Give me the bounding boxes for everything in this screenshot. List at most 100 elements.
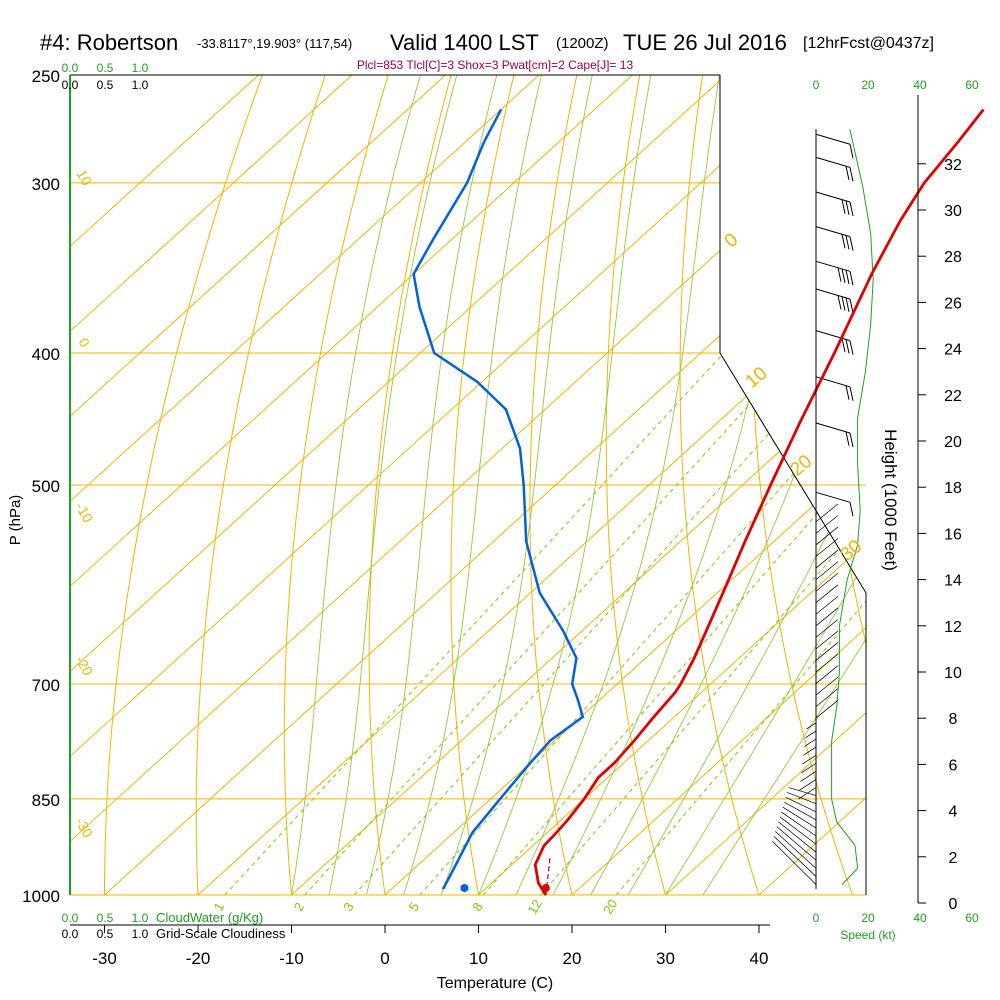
- wind-barb-flag-2-2: [841, 199, 846, 214]
- wind-barb-staff-0: [815, 133, 851, 145]
- skew-isotherm-label-2: 20: [787, 451, 817, 481]
- dewpoint-line: [412, 108, 585, 890]
- wind-fan-2.90: [781, 811, 817, 837]
- height-label-0: 0: [949, 896, 958, 913]
- speed-top-0: 0: [813, 78, 820, 92]
- left-isotherm-label-2: -10: [72, 500, 96, 526]
- wind-barb-flag-5-3: [837, 295, 842, 310]
- height-label-32: 32: [944, 157, 962, 174]
- mixing-ratio-label-20: 20: [600, 897, 620, 917]
- mixing-ratio-8: [482, 352, 866, 895]
- dry-adiabat--10: [283, 75, 396, 895]
- left-isotherm-label-3: -20: [72, 653, 96, 679]
- wind-mid-13.5: [815, 572, 839, 592]
- skew-isotherm-label-1: 10: [742, 363, 772, 393]
- wind-barb-flag-9-0: [849, 502, 854, 517]
- temp-label-30: 30: [656, 949, 675, 968]
- moist-adiabat-14: [515, 75, 720, 895]
- wind-barb-6: [815, 330, 854, 355]
- cloudiness-top-2: 1.0: [132, 78, 149, 92]
- moist-adiabat--2: [365, 75, 498, 895]
- speed-bottom-0: 0: [813, 911, 820, 925]
- wind-barb-staff-4: [815, 260, 851, 272]
- wind-barb-flag-3-2: [841, 234, 846, 249]
- wind-barb-8: [815, 422, 854, 448]
- wind-fan-2.55: [779, 816, 817, 845]
- profile-layer: [412, 108, 985, 896]
- wind-fan-1.50: [775, 831, 817, 869]
- mixing-ratio-2: [304, 352, 797, 895]
- wind-barb-flag-4-0: [849, 271, 854, 286]
- pressure-label-300: 300: [32, 175, 60, 194]
- isotherm--50: [70, 75, 866, 895]
- speed-top-20: 20: [861, 78, 875, 92]
- height-label-16: 16: [944, 526, 962, 543]
- pressure-label-400: 400: [32, 345, 60, 364]
- cloudwater-bottom-1: 0.5: [97, 911, 114, 925]
- y-axis-label: P (hPa): [7, 495, 24, 546]
- pressure-label-250: 250: [32, 67, 60, 86]
- wind-fan-7.80: [806, 722, 817, 730]
- height-label-24: 24: [944, 342, 962, 359]
- speed-top-40: 40: [913, 78, 927, 92]
- mixing-ratio-20: [615, 352, 866, 895]
- moist-adiabat--6: [328, 75, 458, 895]
- height-label-20: 20: [944, 434, 962, 451]
- wind-fan-4.65: [788, 787, 817, 796]
- surface-dewpoint-dot: [460, 884, 469, 892]
- wind-barb-flag-3-1: [845, 235, 850, 250]
- height-label-28: 28: [944, 249, 962, 266]
- cloudwater-top-1: 0.5: [97, 61, 114, 75]
- cloudiness-bottom-0: 0.0: [62, 927, 79, 941]
- mixing-ratio-5: [419, 352, 866, 895]
- isotherm--10: [291, 75, 866, 895]
- wind-barb-0: [815, 133, 854, 159]
- height-label-12: 12: [944, 619, 962, 636]
- speed-top-60: 60: [965, 78, 979, 92]
- temp-label-0: 0: [380, 949, 389, 968]
- skew-isotherm-label-3: 30: [837, 536, 867, 566]
- speed-bottom-20: 20: [861, 911, 875, 925]
- isotherm-20: [571, 75, 866, 895]
- moist-adiabat-6: [440, 75, 593, 895]
- mixing-ratio-label-2: 2: [291, 900, 308, 914]
- speed-axis-label: Speed (kt): [840, 928, 895, 942]
- dry-adiabat-0: [368, 75, 459, 895]
- wind-fan-1.15: [773, 836, 817, 877]
- cloudiness-label: Grid-Scale Cloudiness: [156, 926, 286, 941]
- wind-barb-staff-2: [815, 191, 851, 203]
- wind-mid-11.5: [815, 619, 839, 638]
- moist-adiabat-2: [403, 75, 542, 895]
- wind-mid-10.5: [815, 642, 839, 661]
- isotherm-0: [384, 75, 866, 895]
- wind-fan-5.35: [799, 779, 817, 791]
- wind-mid-9.0: [815, 676, 839, 696]
- height-label-18: 18: [944, 480, 962, 497]
- title-forecast: [12hrFcst@0437z]: [803, 35, 934, 52]
- wind-fan-5.70: [800, 771, 817, 782]
- wind-barb-flag-7-1: [845, 385, 850, 400]
- moist-adiabat-26: [627, 75, 866, 895]
- wind-mid-13.0: [815, 584, 839, 603]
- title-zulu: (1200Z): [556, 35, 609, 52]
- wind-fan-5.00: [798, 787, 817, 800]
- skew-isotherm-label-0: 0: [721, 229, 743, 252]
- mixing-ratio-label-5: 5: [406, 900, 423, 914]
- wind-barb-flag-4-3: [837, 267, 842, 282]
- dry-adiabat--30: [104, 75, 272, 895]
- wind-fan-3.95: [785, 797, 817, 813]
- height-label-30: 30: [944, 203, 962, 220]
- left-isotherm-label-1: 0: [75, 335, 93, 350]
- cloudiness-bottom-1: 0.5: [97, 927, 114, 941]
- wind-mid-12.0: [815, 607, 839, 627]
- temp-label--20: -20: [186, 949, 211, 968]
- wind-barb-staff-6: [815, 330, 851, 342]
- temp-label-40: 40: [750, 949, 769, 968]
- temperature-line: [533, 108, 985, 896]
- wind-barb-flag-2-0: [849, 201, 854, 217]
- wind-barb-3: [815, 226, 854, 251]
- wind-mid-16.5: [815, 503, 839, 523]
- wind-mid-14.5: [815, 549, 839, 569]
- cloudiness-top-0: 0.0: [62, 78, 79, 92]
- cloudwater-top-0: 0.0: [62, 61, 79, 75]
